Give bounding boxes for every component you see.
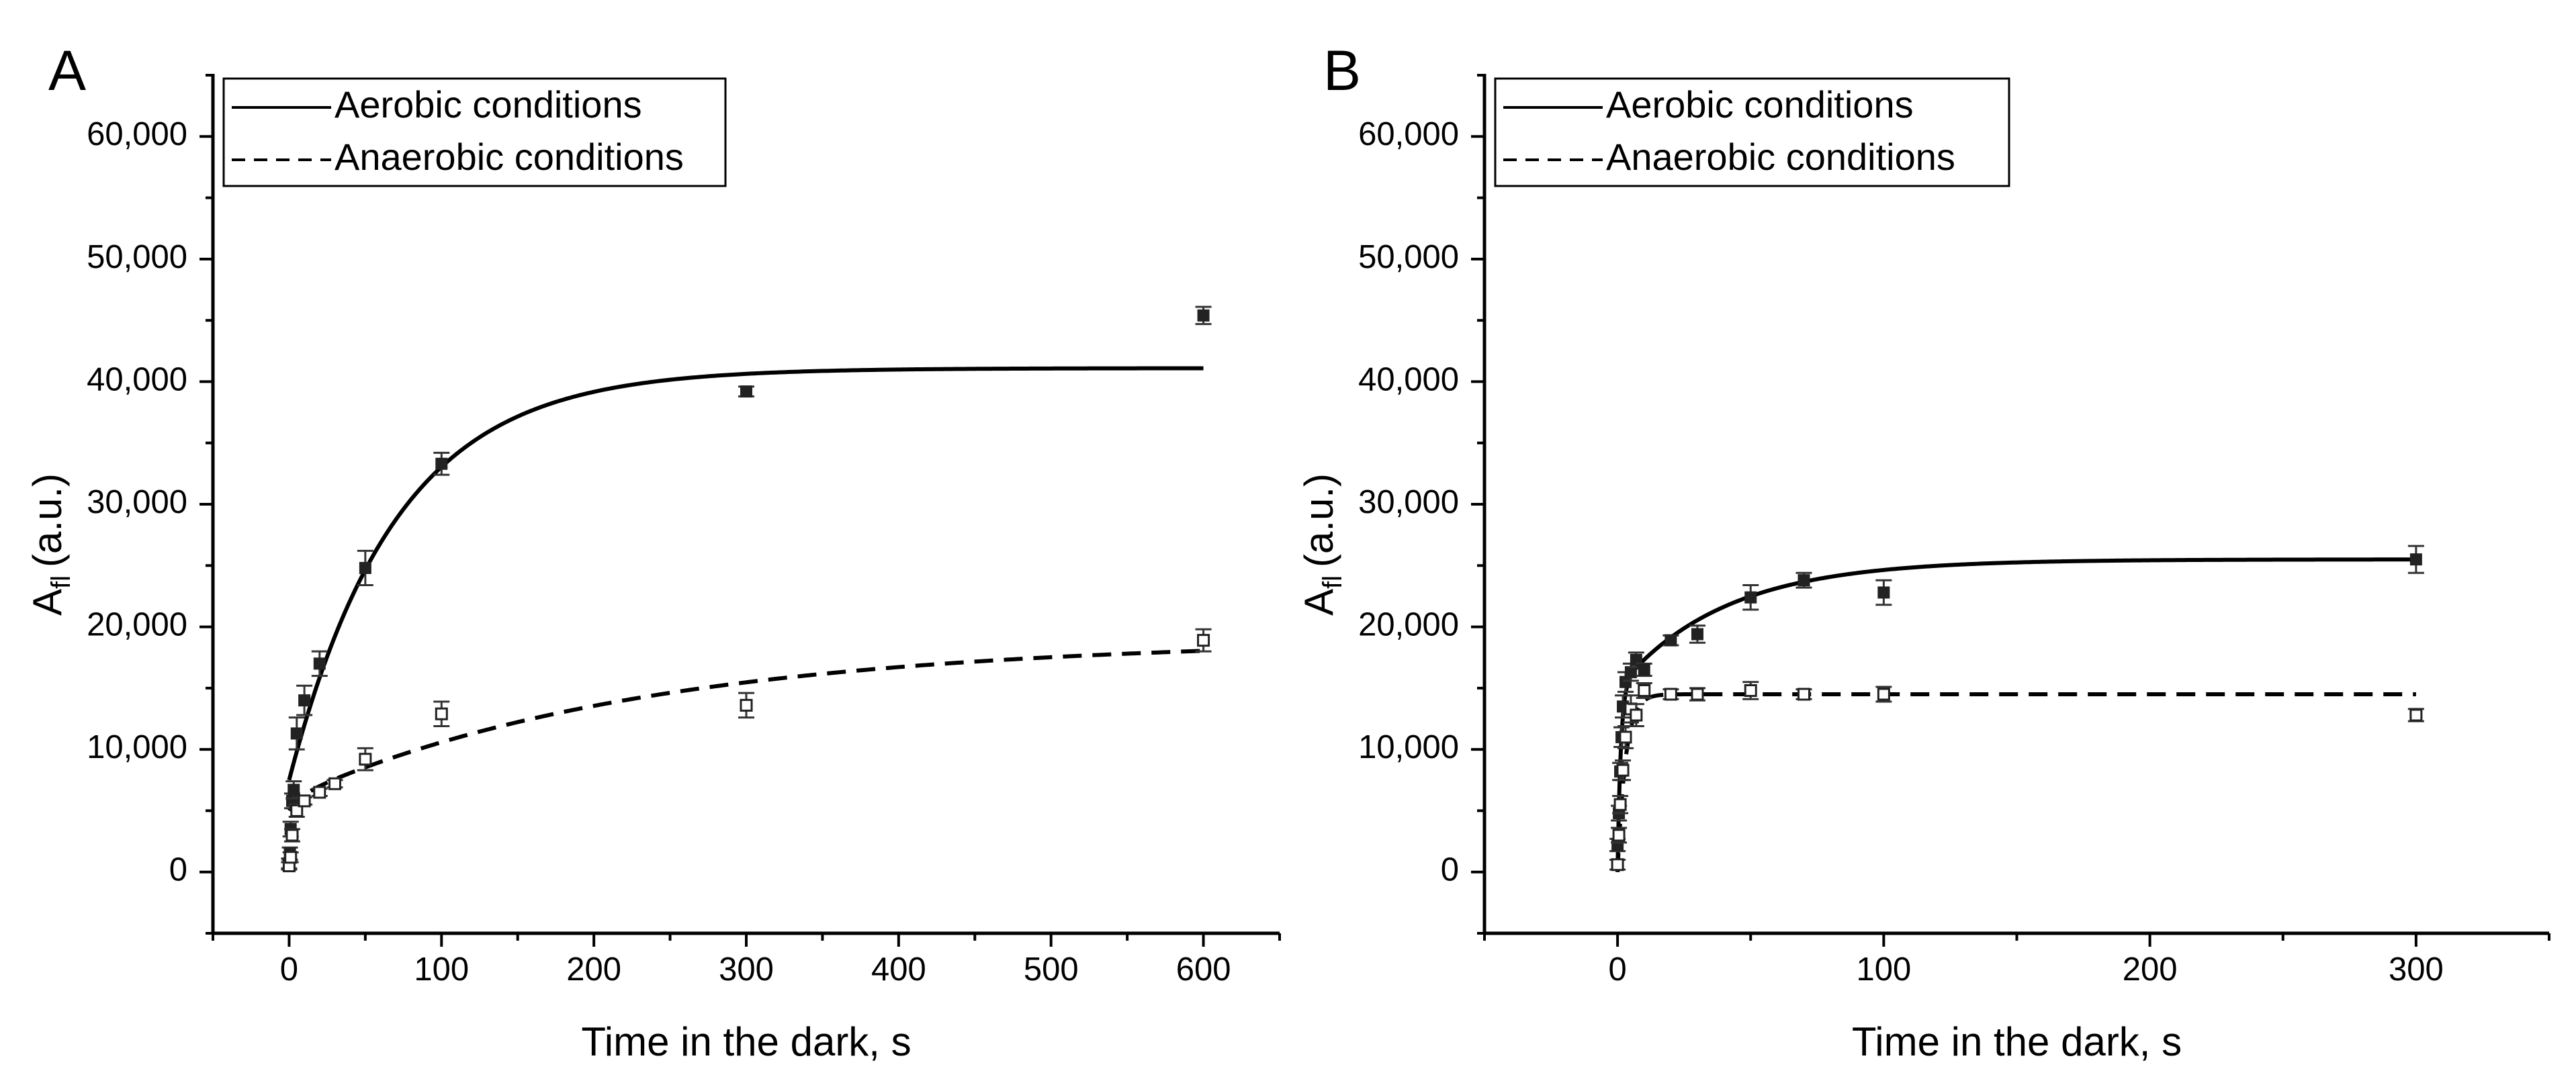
x-tick-label: 400 [871,951,926,988]
y-tick-label: 0 [169,852,187,888]
data-point [1691,688,1704,701]
y-tick-label: 60,000 [1358,116,1459,152]
y-axis-label-unit: (a.u.) [1296,473,1341,567]
data-point [2409,553,2422,566]
x-tick-label: 300 [2389,951,2444,988]
data-point [1744,591,1757,604]
y-tick-label: 50,000 [1358,239,1459,275]
data-point [287,784,300,796]
y-tick-label: 40,000 [87,361,187,397]
x-axis-label: Time in the dark, s [1852,1019,2182,1064]
legend: Aerobic conditions Anaerobic conditions [222,77,727,187]
data-point [1664,688,1677,701]
chart-panel-b: B 0 10,000 20,000 30,000 40,000 50,000 60,000 0 1… [1296,39,2550,1064]
legend-box [1494,77,2010,187]
data-point [359,561,371,574]
data-point [328,777,341,790]
series-anaerobic [1609,681,2424,872]
data-point [1664,634,1677,647]
x-tick-label: 100 [414,951,469,988]
svg-text:Afl(a.u.): Afl (a.u.) [25,473,76,616]
y-tick-label: 50,000 [87,239,187,275]
data-point [284,851,298,864]
y-axis-label-subscript: fl [46,575,76,589]
x-tick-label: 200 [566,951,621,988]
data-point [1797,688,1810,701]
data-point [1612,829,1626,842]
data-point [740,698,753,712]
data-point [1744,684,1757,698]
data-point [740,385,752,398]
fit-curve-anaerobic [1615,692,2416,872]
data-point [1616,763,1630,777]
data-point [1877,586,1890,599]
fit-curve-anaerobic [287,649,1204,812]
y-axis-label: Afl (a.u.) [25,473,76,616]
y-tick-label: 10,000 [1358,729,1459,765]
x-tick-label: 500 [1024,951,1079,988]
data-point [313,657,326,670]
data-point [1197,309,1210,322]
y-tick-label: 20,000 [1358,607,1459,643]
y-axis-label-subscript: fl [1318,575,1347,589]
legend-label: Anaerobic conditions [335,136,684,178]
data-point [285,829,299,842]
y-tick-label: 60,000 [87,116,187,152]
y-tick-label: 30,000 [1358,484,1459,520]
data-point [298,694,311,707]
data-point [1797,574,1810,587]
panel-letter: B [1323,39,1361,102]
series-aerobic [1609,545,2424,853]
svg-text:Afl(a.u.): Afl (a.u.) [1296,473,1347,616]
x-tick-label: 200 [2123,951,2178,988]
data-point [1619,731,1632,744]
data-point [1638,663,1650,676]
data-point [1197,634,1210,647]
y-axis-label-main: A [25,589,70,616]
x-tick-label: 0 [1608,951,1626,988]
data-point [359,753,372,766]
y-axis-label: Afl (a.u.) [1296,473,1347,616]
fit-curve-aerobic [1615,557,2416,872]
y-tick-label: 30,000 [87,484,187,520]
data-point [1630,708,1643,722]
panel-letter: A [48,39,86,102]
data-point [1624,666,1637,679]
x-tick-label: 0 [280,951,298,988]
data-point [1619,675,1632,688]
legend: Aerobic conditions Anaerobic conditions [1494,77,2010,187]
legend-label: Aerobic conditions [335,83,642,126]
data-point [313,786,326,799]
x-tick-label: 600 [1176,951,1231,988]
data-point [2409,708,2423,722]
series-anaerobic [281,628,1212,873]
data-point [1691,628,1703,641]
y-tick-label: 40,000 [1358,361,1459,397]
data-point [435,707,448,720]
fit-curve-aerobic [287,366,1204,781]
chart-panel-a: A 0 10,000 20,000 30,000 40,000 50,000 60,000 0 1… [25,39,1281,1064]
series-aerobic [281,306,1212,869]
data-point [298,794,311,808]
data-point [1613,798,1627,811]
y-axis-label-unit: (a.u.) [25,473,70,567]
data-point [290,727,303,740]
x-tick-label: 100 [1856,951,1911,988]
data-point [435,457,448,470]
legend-label: Aerobic conditions [1606,83,1914,126]
legend-box [222,77,727,187]
data-point [1877,688,1890,701]
legend-label: Anaerobic conditions [1606,136,1955,178]
y-tick-label: 10,000 [87,729,187,765]
x-tick-label: 300 [719,951,774,988]
y-tick-label: 20,000 [87,607,187,643]
x-axis-label: Time in the dark, s [581,1019,911,1064]
y-axis-label-main: A [1296,589,1341,616]
data-point [1638,684,1651,698]
y-tick-label: 0 [1441,852,1459,888]
data-point [1611,858,1624,872]
